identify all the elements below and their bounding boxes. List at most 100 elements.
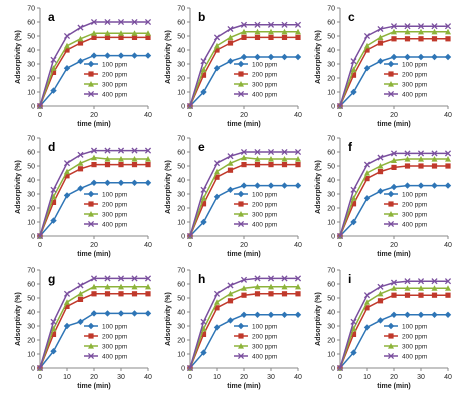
data-point	[418, 163, 424, 169]
data-point	[144, 310, 152, 317]
data-point	[267, 53, 275, 61]
data-point	[350, 66, 357, 73]
data-point	[186, 364, 194, 372]
y-tick-label: 10	[27, 220, 35, 227]
data-point	[145, 291, 151, 297]
data-point	[131, 162, 138, 168]
x-tick-label: 10	[213, 374, 221, 381]
data-point	[268, 28, 274, 35]
x-tick-label: 20	[90, 374, 98, 381]
y-axis-label: Adsorptivity (%)	[165, 30, 172, 84]
data-point	[50, 193, 57, 200]
data-point	[227, 40, 234, 46]
data-point	[431, 156, 438, 162]
data-point	[294, 21, 302, 28]
data-point	[254, 53, 261, 61]
data-point	[404, 163, 411, 169]
data-point	[186, 102, 194, 110]
legend-label: 100 ppm	[102, 62, 127, 69]
data-point	[377, 283, 384, 290]
data-point	[118, 162, 124, 168]
y-axis-label: Adsorptivity (%)	[15, 30, 22, 84]
data-point	[91, 291, 97, 297]
data-point	[63, 32, 71, 40]
data-point	[254, 291, 261, 297]
panel-label: b	[198, 10, 205, 24]
y-tick-label: 70	[177, 136, 185, 143]
data-point	[390, 279, 398, 286]
x-tick-label: 20	[240, 242, 248, 249]
x-tick-label: 20	[90, 112, 98, 119]
data-point	[144, 52, 152, 59]
data-point	[404, 156, 411, 162]
data-point	[227, 58, 234, 65]
data-point	[391, 164, 397, 170]
data-point	[104, 34, 111, 40]
data-point	[377, 25, 384, 33]
data-point	[364, 305, 370, 311]
data-point	[104, 283, 111, 290]
data-point	[227, 25, 234, 33]
data-point	[227, 34, 234, 40]
data-point	[417, 150, 425, 157]
data-point	[241, 285, 247, 291]
y-tick-label: 40	[327, 48, 335, 55]
data-point	[390, 150, 398, 157]
y-tick-label: 40	[27, 48, 35, 55]
data-point	[240, 311, 248, 318]
legend-label: 100 ppm	[102, 192, 127, 199]
data-point	[404, 292, 411, 298]
legend-label: 100 ppm	[252, 62, 277, 69]
data-point	[445, 28, 451, 35]
legend-marker	[237, 220, 245, 228]
data-point	[254, 275, 261, 282]
data-point	[391, 292, 397, 298]
data-point	[431, 292, 438, 298]
y-tick-label: 70	[327, 6, 335, 13]
data-point	[377, 298, 384, 304]
data-point	[104, 162, 111, 168]
legend: 100 ppm 200 ppm 300 ppm 400 ppm	[84, 190, 127, 229]
x-tick-label: 0	[188, 112, 192, 119]
legend-label: 400 ppm	[402, 354, 427, 361]
x-tick-label: 10	[63, 374, 71, 381]
panel-h: 0 10 20 30 40 50 60 70 0 10 20 30 40 time (min) Adsorp…	[165, 268, 302, 391]
data-point	[431, 182, 438, 189]
data-point	[64, 173, 70, 179]
panel-i: 0 10 20 30 40 50 60 70 0 10 20 30 40 time (min) Adsorp…	[315, 268, 452, 391]
data-point	[145, 162, 151, 168]
data-point	[145, 34, 151, 40]
data-point	[445, 285, 451, 291]
data-point	[294, 182, 302, 189]
legend-marker	[388, 71, 394, 77]
data-point	[50, 87, 57, 94]
data-point	[377, 290, 384, 297]
data-point	[90, 18, 98, 26]
data-point	[63, 192, 71, 199]
data-point	[227, 167, 234, 173]
data-point	[254, 148, 261, 156]
data-point	[213, 290, 221, 297]
data-point	[364, 42, 370, 49]
x-tick-label: 20	[390, 374, 398, 381]
legend: 100 ppm 200 ppm 300 ppm 400 ppm	[384, 60, 427, 99]
x-tick-label: 0	[188, 242, 192, 249]
data-point	[200, 195, 207, 201]
data-point	[350, 349, 357, 356]
panel-label: d	[48, 140, 55, 154]
data-point	[50, 325, 57, 332]
y-tick-label: 50	[327, 296, 335, 303]
y-tick-label: 20	[327, 206, 335, 213]
data-point	[77, 290, 84, 297]
data-point	[144, 18, 152, 26]
x-axis-label: time (min)	[77, 383, 110, 390]
y-tick-label: 40	[177, 48, 185, 55]
y-tick-label: 30	[327, 62, 335, 69]
y-tick-label: 30	[27, 192, 35, 199]
data-point	[118, 291, 124, 297]
legend-label: 200 ppm	[102, 202, 127, 209]
data-point	[227, 317, 234, 324]
data-point	[64, 42, 70, 49]
legend-label: 200 ppm	[252, 334, 277, 341]
x-axis-label: time (min)	[77, 251, 110, 258]
